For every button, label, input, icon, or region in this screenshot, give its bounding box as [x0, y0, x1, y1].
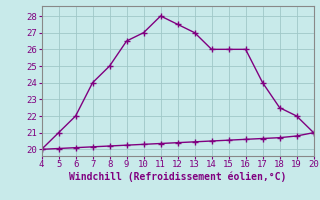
- X-axis label: Windchill (Refroidissement éolien,°C): Windchill (Refroidissement éolien,°C): [69, 172, 286, 182]
